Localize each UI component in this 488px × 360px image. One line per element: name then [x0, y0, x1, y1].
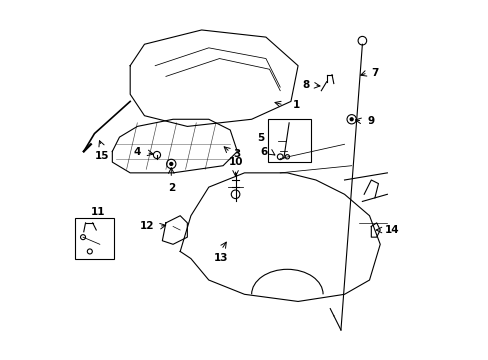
Text: 8: 8 [302, 80, 309, 90]
Text: 2: 2 [167, 183, 175, 193]
Text: 12: 12 [140, 221, 154, 231]
Text: 4: 4 [133, 148, 141, 157]
Text: 6: 6 [260, 147, 267, 157]
Text: 14: 14 [384, 225, 399, 235]
Text: 7: 7 [370, 68, 378, 78]
Text: 9: 9 [366, 116, 373, 126]
Text: 5: 5 [256, 133, 264, 143]
FancyBboxPatch shape [267, 119, 310, 162]
Circle shape [349, 118, 352, 121]
Text: 15: 15 [94, 151, 109, 161]
Circle shape [169, 162, 172, 165]
Text: 13: 13 [214, 253, 228, 263]
FancyBboxPatch shape [75, 217, 114, 258]
Text: 1: 1 [292, 100, 299, 110]
Text: 10: 10 [228, 157, 243, 167]
Text: 3: 3 [233, 149, 241, 159]
Text: 11: 11 [91, 207, 105, 217]
